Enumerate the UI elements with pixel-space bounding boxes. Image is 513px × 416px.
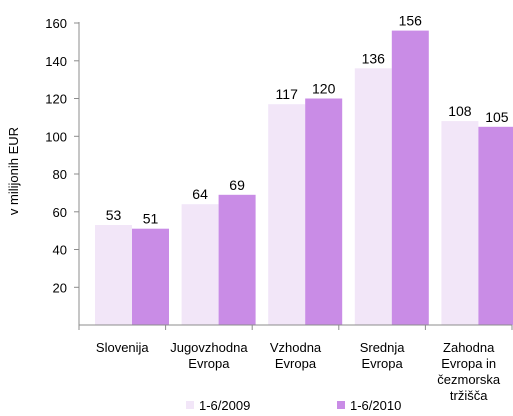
category-label-4-line-0: Zahodna xyxy=(443,340,495,355)
bars-layer xyxy=(95,30,513,326)
category-label-3-line-1: Evropa xyxy=(361,356,403,371)
legend-swatch-2009 xyxy=(186,401,194,409)
y-tick-label-40: 40 xyxy=(53,243,67,258)
data-label-2009-3: 136 xyxy=(362,50,386,66)
bar-2010-1 xyxy=(218,194,256,325)
bar-2010-2 xyxy=(305,98,343,325)
category-label-0: Slovenija xyxy=(96,340,150,355)
category-label-3-line-0: Srednja xyxy=(360,340,406,355)
bar-2009-1 xyxy=(181,204,219,325)
category-label-2-line-0: Vzhodna xyxy=(270,340,322,355)
y-tick-label-120: 120 xyxy=(45,92,67,107)
category-label-4: Zahodna Evropa in čezmorska tržišča xyxy=(437,340,501,403)
category-label-4-line-2: čezmorska xyxy=(437,372,501,387)
data-label-2009-1: 64 xyxy=(192,186,208,202)
bar-2010-4 xyxy=(478,126,513,325)
data-label-2009-4: 108 xyxy=(448,103,472,119)
category-label-1-line-1: Evropa xyxy=(188,356,230,371)
labels-layer: 53 64 117 136 108 51 69 120 156 105 Slovenija Jugov… xyxy=(96,13,509,403)
bar-2009-2 xyxy=(268,104,306,325)
bar-2009-0 xyxy=(95,225,132,325)
data-label-2010-0: 51 xyxy=(143,211,159,227)
category-label-1-line-0: Jugovzhodna xyxy=(170,340,248,355)
legend-label-2010: 1-6/2010 xyxy=(350,398,401,413)
bar-2010-0 xyxy=(132,228,169,325)
y-tick-label-140: 140 xyxy=(45,54,67,69)
category-label-2: Vzhodna Evropa xyxy=(270,340,322,371)
y-tick-label-80: 80 xyxy=(53,167,67,182)
category-label-4-line-1: Evropa in xyxy=(441,356,496,371)
axes-layer: 20 40 60 80 100 120 140 160 v milijonih EUR xyxy=(6,16,513,330)
y-tick-label-60: 60 xyxy=(53,205,67,220)
category-label-4-line-3: tržišča xyxy=(450,388,488,403)
y-tick-label-20: 20 xyxy=(53,280,67,295)
bar-2009-3 xyxy=(354,68,392,326)
category-label-1: Jugovzhodna Evropa xyxy=(170,340,248,371)
category-label-2-line-1: Evropa xyxy=(275,356,317,371)
data-label-2010-4: 105 xyxy=(485,109,509,125)
bar-2009-4 xyxy=(441,121,479,325)
y-axis-title: v milijonih EUR xyxy=(6,127,21,215)
legend-swatch-2010 xyxy=(337,401,345,409)
category-label-0-line-0: Slovenija xyxy=(96,340,150,355)
legend: 1-6/2009 1-6/2010 xyxy=(186,398,401,413)
y-tick-label-100: 100 xyxy=(45,129,67,144)
data-label-2010-2: 120 xyxy=(312,81,336,97)
data-label-2009-2: 117 xyxy=(276,86,299,102)
legend-label-2009: 1-6/2009 xyxy=(199,398,250,413)
data-label-2009-0: 53 xyxy=(106,207,122,223)
data-label-2010-3: 156 xyxy=(399,13,423,29)
category-label-3: Srednja Evropa xyxy=(360,340,406,371)
bar-2010-3 xyxy=(391,30,429,325)
y-tick-label-160: 160 xyxy=(45,16,67,31)
data-label-2010-1: 69 xyxy=(229,177,245,193)
